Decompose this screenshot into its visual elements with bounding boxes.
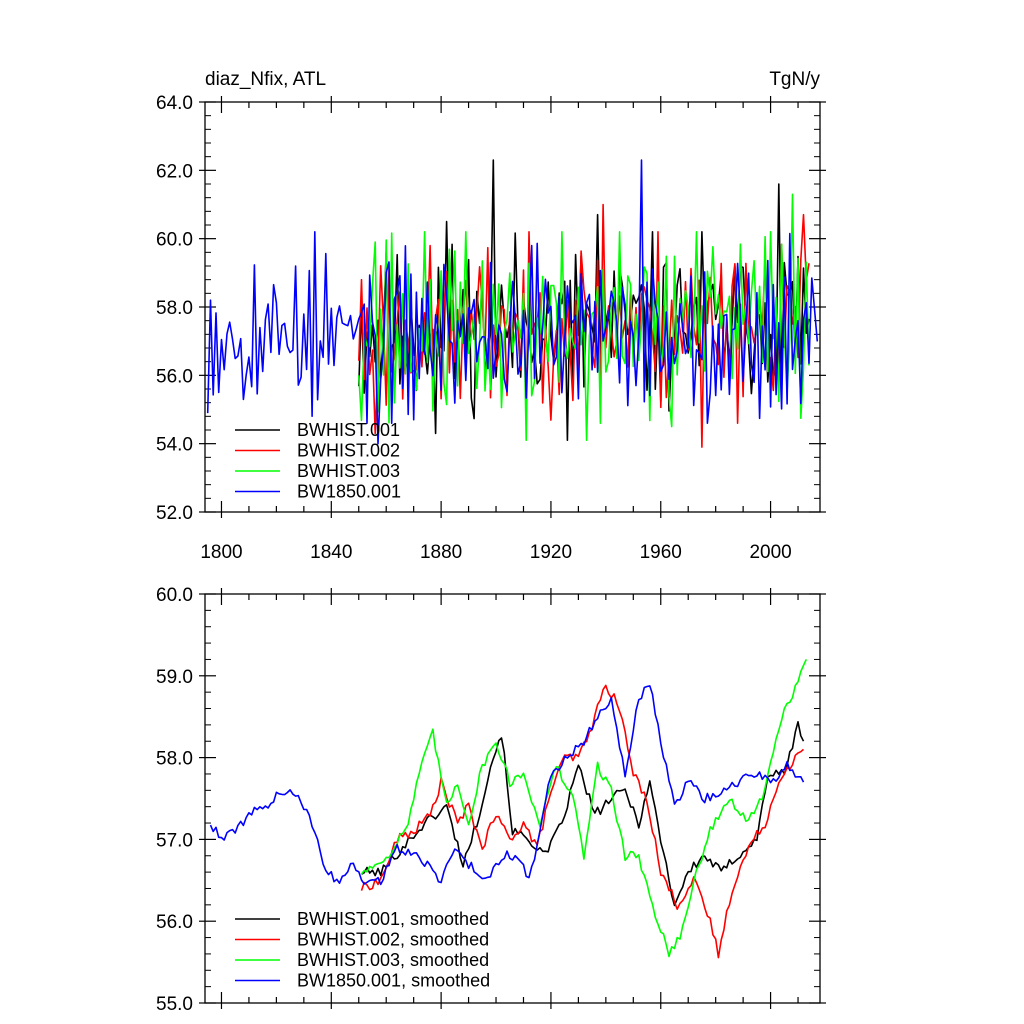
y-tick-label: 60.0 bbox=[156, 585, 193, 606]
legend-label: BWHIST.002 bbox=[297, 441, 400, 461]
plot-frame bbox=[204, 593, 821, 1004]
legend-label: BWHIST.002, smoothed bbox=[297, 930, 489, 950]
legend-label: BWHIST.003, smoothed bbox=[297, 950, 489, 970]
series-line-bwhist-002-smoothed bbox=[360, 684, 805, 959]
y-tick-label: 57.0 bbox=[156, 830, 193, 851]
y-tick-label: 58.0 bbox=[156, 749, 193, 770]
legend-label: BW1850.001, smoothed bbox=[297, 971, 490, 991]
x-tick-label: 1960 bbox=[640, 542, 682, 563]
y-tick-label: 62.0 bbox=[156, 161, 193, 182]
y-tick-label: 55.0 bbox=[156, 994, 193, 1015]
x-tick-label: 1920 bbox=[530, 542, 572, 563]
y-tick-label: 56.0 bbox=[156, 912, 193, 933]
x-tick-label: 1880 bbox=[420, 542, 462, 563]
y-tick-label: 60.0 bbox=[156, 230, 193, 251]
series-line-bwhist-001-smoothed bbox=[361, 721, 805, 907]
y-tick-label: 64.0 bbox=[156, 93, 193, 114]
series-line-bw1850-001 bbox=[206, 159, 819, 445]
y-tick-label: 59.0 bbox=[156, 667, 193, 688]
y-tick-label: 52.0 bbox=[156, 503, 193, 524]
bottom-plot-area: 55.0 56.0 57.0 58.0 59.0 60.0 BWHIST.001, smoo… bbox=[156, 585, 826, 1015]
bottom-panel: 55.0 56.0 57.0 58.0 59.0 60.0 BWHIST.001, smoo… bbox=[156, 585, 826, 1015]
legend-label: BWHIST.001, smoothed bbox=[297, 909, 489, 929]
series-line-bwhist-003-smoothed bbox=[360, 659, 808, 958]
legend-label: BWHIST.001 bbox=[297, 420, 400, 440]
x-tick-label: 1840 bbox=[310, 542, 352, 563]
series-line-bw1850-001-smoothed bbox=[209, 685, 805, 886]
x-tick-label: 1800 bbox=[200, 542, 242, 563]
legend-label: BWHIST.003 bbox=[297, 461, 400, 481]
top-panel: diaz_Nfix, ATL TgN/y 52.0 54.0 56.0 58.0 60.… bbox=[156, 69, 826, 563]
top-units-label: TgN/y bbox=[769, 69, 820, 90]
series-line-bwhist-003 bbox=[358, 193, 810, 441]
y-tick-label: 56.0 bbox=[156, 366, 193, 387]
top-plot-area: 52.0 54.0 56.0 58.0 60.0 62.0 64.0 1800 1840 1880… bbox=[156, 93, 826, 563]
y-tick-label: 54.0 bbox=[156, 435, 193, 456]
legend-label: BW1850.001 bbox=[297, 482, 401, 502]
y-tick-label: 58.0 bbox=[156, 298, 193, 319]
x-tick-label: 2000 bbox=[749, 542, 791, 563]
top-title-left: diaz_Nfix, ATL bbox=[205, 69, 326, 90]
